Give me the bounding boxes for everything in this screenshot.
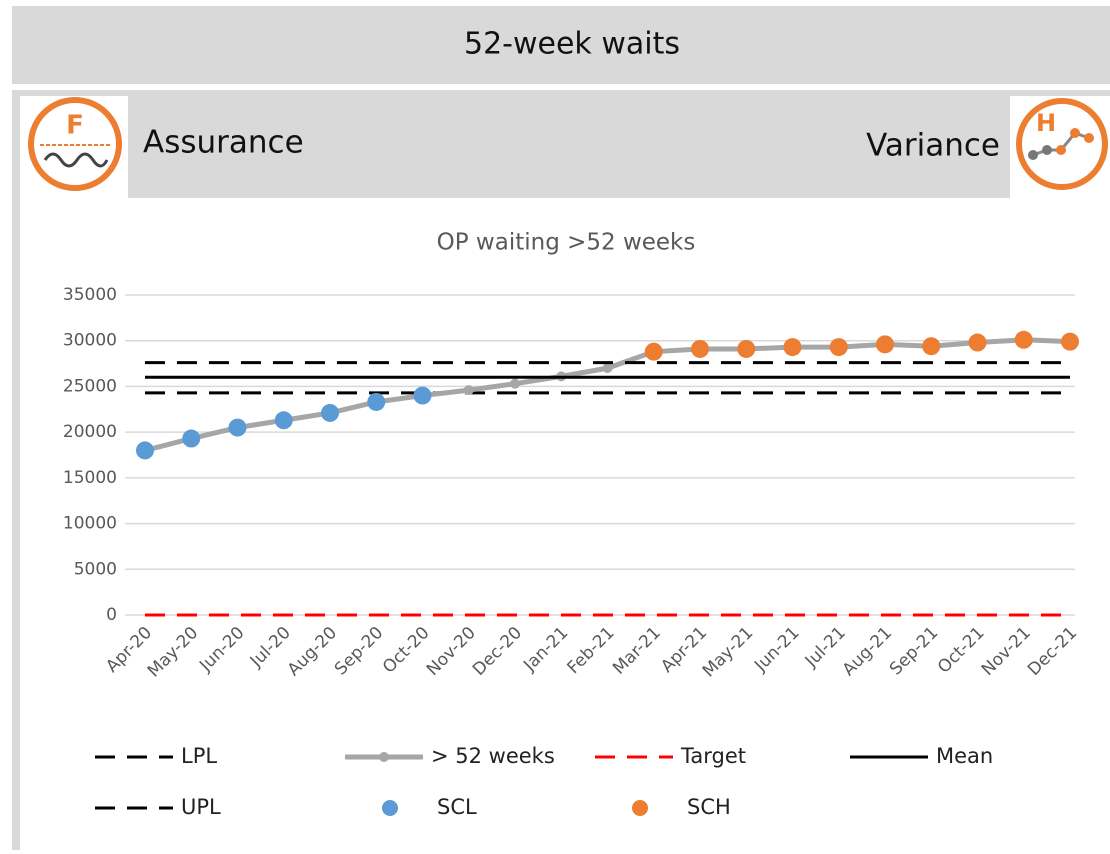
- scl-sch-point: [1014, 330, 1033, 349]
- y-tick-label: 10000: [63, 514, 117, 534]
- y-tick-label: 0: [106, 605, 117, 625]
- scl-sch-point: [829, 338, 848, 357]
- legend-label: SCL: [437, 795, 477, 819]
- y-tick-label: 25000: [63, 376, 117, 396]
- line-point: [510, 378, 520, 389]
- scl-sch-point: [136, 441, 154, 460]
- chart-title: OP waiting >52 weeks: [437, 230, 696, 256]
- legend-label: UPL: [181, 795, 221, 819]
- icon-dot: [1070, 128, 1080, 138]
- icon-dot: [1042, 145, 1052, 155]
- legend-label: LPL: [181, 744, 217, 768]
- icon-dot: [1084, 133, 1094, 143]
- scl-sch-point: [737, 339, 756, 358]
- icon-dot: [1028, 150, 1038, 160]
- scl-sch-point: [968, 333, 987, 352]
- line-point: [463, 385, 474, 396]
- header-bar: [12, 6, 1110, 84]
- legend-label: Mean: [936, 744, 993, 768]
- scl-sch-point: [228, 418, 247, 437]
- variance-label: Variance: [866, 128, 1000, 164]
- scl-sch-point: [783, 338, 802, 357]
- scl-sch-point: [413, 386, 432, 405]
- legend-label: > 52 weeks: [431, 744, 555, 768]
- scl-sch-point: [922, 337, 941, 356]
- legend-label: Target: [680, 744, 746, 768]
- header-title: 52-week waits: [464, 27, 680, 62]
- scl-sch-point: [274, 411, 293, 430]
- scl-sch-point: [644, 342, 663, 361]
- scl-sch-point: [321, 403, 339, 422]
- legend-marker: [632, 800, 648, 816]
- line-point: [602, 363, 613, 374]
- y-tick-label: 20000: [63, 422, 117, 442]
- scl-sch-point: [182, 429, 201, 448]
- legend-marker: [379, 752, 389, 762]
- y-tick-label: 15000: [63, 468, 117, 488]
- scl-sch-point: [691, 339, 709, 358]
- scl-sch-point: [876, 335, 894, 354]
- scl-sch-point: [367, 392, 386, 411]
- legend-marker: [382, 800, 398, 816]
- assurance-label: Assurance: [143, 125, 304, 161]
- icon-wave: [43, 152, 109, 168]
- scl-sch-point: [1061, 332, 1079, 351]
- icon-dot: [1056, 145, 1066, 155]
- y-tick-label: 5000: [74, 559, 117, 579]
- variance-icon-letter: H: [1036, 109, 1056, 137]
- assurance-icon-letter: F: [66, 111, 84, 141]
- legend-label: SCH: [687, 795, 731, 819]
- y-tick-label: 30000: [63, 331, 117, 351]
- y-tick-label: 35000: [63, 285, 117, 305]
- variance-icon: [1016, 98, 1108, 190]
